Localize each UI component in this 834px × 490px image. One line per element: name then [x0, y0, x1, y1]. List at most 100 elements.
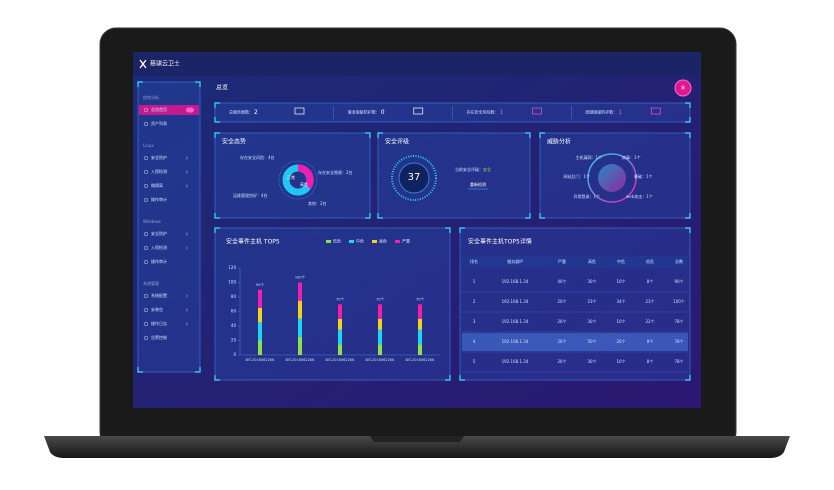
- y-tick-label: 0: [233, 352, 236, 357]
- bar-total-label: 90个: [256, 282, 264, 287]
- chevron: [185, 170, 188, 174]
- bar-segment: [418, 344, 422, 355]
- menu-icon: [143, 321, 149, 327]
- table-cell: 8个: [647, 359, 654, 364]
- stat-label: 抵御版级防护数：: [585, 109, 617, 115]
- y-tick-label: 120: [228, 265, 236, 270]
- menu-item[interactable]: 入侵检测: [151, 244, 167, 250]
- menu-item[interactable]: 告警控制: [151, 334, 167, 340]
- frame-corner: [539, 132, 545, 138]
- frame-corner: [685, 102, 691, 108]
- frame-corner: [365, 213, 371, 219]
- table-cell: 192.168.1.34: [502, 359, 529, 364]
- sidebar-section: Windows: [143, 219, 161, 224]
- menu-item[interactable]: 资产列表: [151, 120, 167, 126]
- chevron: [185, 232, 188, 236]
- frame-corner: [539, 213, 545, 219]
- frame-corner: [459, 227, 465, 233]
- bar-segment: [298, 300, 302, 319]
- table-cell: 30个: [587, 279, 596, 284]
- threat-label: 主机漏洞：1个: [575, 154, 602, 160]
- menu-item[interactable]: 操作审计: [151, 258, 167, 264]
- table-cell: 26个: [557, 319, 566, 324]
- sidebar-section: 系统管理: [143, 280, 159, 286]
- x-tick-label: BIT-20160622KK: [246, 358, 276, 362]
- sidebar-section: Linux: [143, 143, 154, 148]
- table-header: 高危: [588, 258, 596, 264]
- menu-item[interactable]: 安全防护: [151, 154, 167, 160]
- menu-icon: [143, 293, 149, 299]
- menu-icon: [143, 169, 149, 175]
- bar-segment: [338, 318, 342, 330]
- legend-label: 高危: [379, 238, 387, 244]
- table-header: 排名: [470, 258, 478, 264]
- menu-item[interactable]: 微隔离: [151, 182, 163, 188]
- app-name: 慈骐云卫士: [150, 60, 180, 68]
- panel-title: 安全评级: [385, 138, 409, 146]
- stat-icon: [650, 107, 661, 115]
- active-item: [139, 105, 199, 115]
- rating-status: 安全: [483, 166, 491, 172]
- y-tick-label: 20: [231, 338, 237, 343]
- table-cell: 50个: [587, 339, 596, 344]
- table-cell: 10个: [616, 319, 625, 324]
- menu-item[interactable]: 总览首页: [151, 106, 167, 112]
- table-header: 总数: [675, 258, 683, 264]
- frame-corner: [685, 227, 691, 233]
- table-cell: 192.168.1.34: [502, 339, 529, 344]
- panel-title: 威胁分析: [547, 138, 571, 146]
- stat-icon: [413, 107, 424, 115]
- frame-corner: [214, 227, 220, 233]
- table-cell: 78个: [674, 339, 683, 344]
- chevron: [185, 246, 188, 250]
- stat-value: 1: [618, 109, 622, 116]
- bar-segment: [338, 344, 342, 355]
- table-header: 中危: [617, 258, 625, 264]
- table-cell: 3: [473, 319, 476, 324]
- table-header: 服务器IP: [507, 258, 523, 264]
- recheck-button[interactable]: 重新检测: [470, 181, 486, 187]
- menu-item[interactable]: 系统配置: [151, 292, 167, 298]
- menu-item[interactable]: 安全防护: [151, 230, 167, 236]
- table-cell: 8个: [647, 339, 654, 344]
- menu-item[interactable]: 操作审计: [151, 196, 167, 202]
- frame-corner: [445, 227, 451, 233]
- bar-segment: [378, 344, 382, 355]
- chart-title: 安全事件主机 TOP5: [226, 238, 280, 246]
- callout: 存在安全隐患：2台: [318, 169, 353, 175]
- screen: [133, 52, 701, 408]
- menu-icon: [143, 335, 149, 341]
- badge: [186, 107, 194, 113]
- y-tick-label: 40: [231, 323, 237, 328]
- frame-corner: [195, 81, 201, 87]
- menu-icon: [143, 245, 149, 251]
- table-cell: 26个: [557, 359, 566, 364]
- frame-corner: [214, 132, 220, 138]
- table-header-bg: [462, 256, 688, 268]
- y-tick-label: 100: [228, 280, 236, 285]
- x-tick-label: BIT-20160622KK: [366, 358, 396, 362]
- menu-icon: [143, 231, 149, 237]
- chart-panel: [214, 227, 451, 381]
- avatar[interactable]: [674, 79, 692, 97]
- bar-segment: [338, 304, 342, 319]
- frame-corner: [377, 132, 383, 138]
- frame-corner: [195, 367, 201, 373]
- legend-swatch: [349, 240, 354, 243]
- menu-item[interactable]: 入侵检测: [151, 168, 167, 174]
- bar-total-label: 100个: [295, 275, 306, 280]
- table-cell: 26个: [557, 339, 566, 344]
- table-cell: 10个: [616, 359, 625, 364]
- callout: 其他：2台: [308, 200, 327, 206]
- bar-segment: [258, 340, 262, 355]
- laptop-notch: [370, 436, 464, 442]
- top-bar: [133, 52, 701, 76]
- menu-item[interactable]: 安装包: [151, 306, 163, 312]
- bar-total-label: 70个: [416, 296, 424, 301]
- menu-icon: [143, 183, 149, 189]
- menu-item[interactable]: 操作日志: [151, 320, 167, 326]
- y-tick-label: 80: [231, 294, 237, 299]
- table-cell: 23个: [587, 299, 596, 304]
- rating-label: 当前安全评级：: [455, 166, 483, 172]
